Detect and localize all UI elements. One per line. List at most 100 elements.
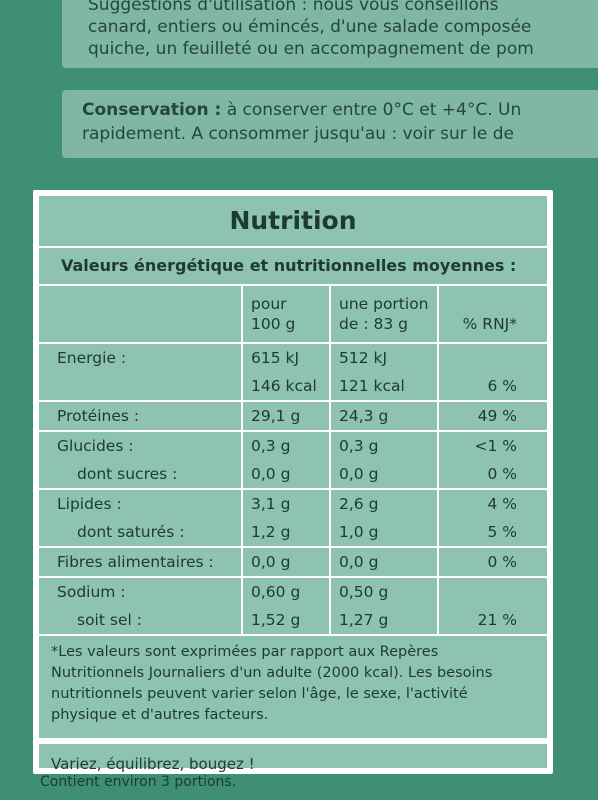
nutrient-label-value: Fibres alimentaires : — [57, 553, 214, 571]
nutrient-label: dont saturés : — [39, 518, 242, 547]
conservation-line-1: Conservation : à conserver entre 0°C et … — [62, 90, 598, 122]
header-portion-line-2: de : 83 g — [339, 315, 408, 333]
per-portion-cell: 0,0 g — [329, 546, 438, 577]
table-row: soit sel : 1,52 g 1,27 g 21 % — [39, 606, 547, 634]
per-100g-cell: 615 kJ — [241, 342, 330, 372]
rnj-cell — [437, 576, 547, 606]
per-portion-cell-value: 0,50 g — [339, 583, 389, 601]
per-100g-cell-value: 0,0 g — [251, 465, 291, 483]
nutrient-label: dont sucres : — [39, 460, 242, 489]
table-row: dont sucres : 0,0 g 0,0 g 0 % — [39, 460, 547, 489]
usage-suggestions-panel: Suggestions d'utilisation : nous vous co… — [62, 0, 598, 68]
per-portion-cell-value: 0,0 g — [339, 465, 379, 483]
rnj-cell: 5 % — [437, 518, 547, 547]
per-portion-cell: 0,50 g — [329, 576, 438, 606]
table-row: Protéines : 29,1 g 24,3 g 49 % — [39, 400, 547, 431]
rnj-cell-value: 0 % — [487, 465, 517, 483]
per-portion-cell: 1,0 g — [329, 518, 438, 547]
per-100g-cell-value: 146 kcal — [251, 377, 317, 395]
rnj-cell: 49 % — [437, 400, 547, 431]
per-100g-cell: 0,60 g — [241, 576, 330, 606]
nutrient-label-value: soit sel : — [77, 611, 142, 629]
per-100g-cell-value: 0,3 g — [251, 437, 291, 455]
per-portion-cell: 1,27 g — [329, 606, 438, 634]
conservation-panel: Conservation : à conserver entre 0°C et … — [62, 90, 598, 158]
nutrition-title: Nutrition — [229, 206, 357, 235]
rnj-cell-value: 4 % — [487, 495, 517, 513]
nutrition-card: Nutrition Valeurs énergétique et nutriti… — [33, 190, 553, 774]
per-100g-cell: 0,0 g — [241, 460, 330, 489]
nutrient-label-value: dont sucres : — [77, 465, 178, 483]
rnj-cell: 6 % — [437, 372, 547, 401]
rnj-cell: 4 % — [437, 488, 547, 518]
nutrient-label-value: Sodium : — [57, 583, 126, 601]
rnj-cell: 0 % — [437, 546, 547, 577]
per-portion-cell-value: 0,3 g — [339, 437, 379, 455]
rnj-cell — [437, 342, 547, 372]
header-portion-line-1: une portion — [339, 295, 429, 313]
per-portion-cell: 121 kcal — [329, 372, 438, 401]
conservation-label: Conservation : — [82, 100, 222, 120]
table-row: Energie : 615 kJ 512 kJ — [39, 342, 547, 372]
per-100g-cell: 3,1 g — [241, 488, 330, 518]
table-row: Fibres alimentaires : 0,0 g 0,0 g 0 % — [39, 546, 547, 577]
per-portion-cell: 0,0 g — [329, 460, 438, 489]
per-100g-cell-value: 1,2 g — [251, 523, 291, 541]
rnj-cell-value: 5 % — [487, 523, 517, 541]
rnj-cell: 21 % — [437, 606, 547, 634]
per-100g-cell-value: 0,60 g — [251, 583, 301, 601]
per-100g-cell-value: 0,0 g — [251, 553, 291, 571]
header-per-100g-line-2: 100 g — [251, 315, 296, 333]
nutrient-label-value: Energie : — [57, 349, 127, 367]
nutrition-inner: Nutrition Valeurs énergétique et nutriti… — [39, 196, 547, 773]
nutrient-label-value: Glucides : — [57, 437, 134, 455]
per-100g-cell-value: 3,1 g — [251, 495, 291, 513]
nutrient-label: soit sel : — [39, 606, 242, 634]
per-100g-cell-value: 615 kJ — [251, 349, 300, 367]
rnj-cell: 0 % — [437, 460, 547, 489]
nutrient-label — [39, 372, 242, 401]
nutrient-label: Protéines : — [39, 400, 242, 431]
usage-line-1: Suggestions d'utilisation : nous vous co… — [88, 0, 499, 15]
per-100g-cell: 146 kcal — [241, 372, 330, 401]
per-portion-cell-value: 0,0 g — [339, 553, 379, 571]
table-row: Glucides : 0,3 g 0,3 g <1 % — [39, 430, 547, 460]
usage-line-3: quiche, un feuilleté ou en accompagnemen… — [88, 39, 534, 59]
per-100g-cell: 0,3 g — [241, 430, 330, 460]
per-100g-cell: 1,2 g — [241, 518, 330, 547]
rnj-cell-value: 21 % — [477, 611, 517, 629]
per-portion-cell: 24,3 g — [329, 400, 438, 431]
per-portion-cell-value: 24,3 g — [339, 407, 389, 425]
per-portion-cell: 2,6 g — [329, 488, 438, 518]
conservation-line-2: rapidement. A consommer jusqu'au : voir … — [82, 124, 514, 144]
per-100g-cell: 29,1 g — [241, 400, 330, 431]
table-row: 146 kcal 121 kcal 6 % — [39, 372, 547, 401]
table-row: Lipides : 3,1 g 2,6 g 4 % — [39, 488, 547, 518]
portions-note: Contient environ 3 portions. — [40, 774, 237, 790]
rnj-cell: <1 % — [437, 430, 547, 460]
motto: Variez, équilibrez, bougez ! — [39, 738, 547, 784]
table-row: Sodium : 0,60 g 0,50 g — [39, 576, 547, 606]
per-portion-cell-value: 1,27 g — [339, 611, 389, 629]
nutrition-table: pour 100 g une portion de : 83 g % RNJ* En… — [39, 286, 547, 634]
nutrient-label: Lipides : — [39, 488, 242, 518]
rnj-cell-value: 6 % — [487, 377, 517, 395]
per-portion-cell-value: 512 kJ — [339, 349, 388, 367]
per-portion-cell: 512 kJ — [329, 342, 438, 372]
nutrient-label: Fibres alimentaires : — [39, 546, 242, 577]
per-100g-cell-value: 29,1 g — [251, 407, 301, 425]
nutrient-label-value: dont saturés : — [77, 523, 185, 541]
rnj-cell-value: 0 % — [487, 553, 517, 571]
per-portion-cell-value: 121 kcal — [339, 377, 405, 395]
table-row: dont saturés : 1,2 g 1,0 g 5 % — [39, 518, 547, 547]
per-100g-cell-value: 1,52 g — [251, 611, 301, 629]
nutrient-label: Sodium : — [39, 576, 242, 606]
per-portion-cell-value: 1,0 g — [339, 523, 379, 541]
table-header-row: pour 100 g une portion de : 83 g % RNJ* — [39, 286, 547, 343]
per-100g-cell: 0,0 g — [241, 546, 330, 577]
per-portion-cell-value: 2,6 g — [339, 495, 379, 513]
header-rnj: % RNJ* — [437, 286, 547, 343]
rnj-cell-value: 49 % — [477, 407, 517, 425]
nutrient-label: Energie : — [39, 342, 242, 372]
header-per-100g: pour 100 g — [241, 286, 330, 343]
